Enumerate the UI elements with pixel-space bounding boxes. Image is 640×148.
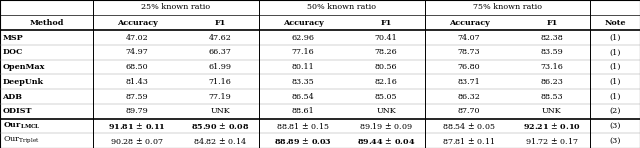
Text: Our$_{\mathregular{LMCL}}$: Our$_{\mathregular{LMCL}}$ [3,121,40,131]
Text: Accuracy: Accuracy [449,18,490,27]
Text: Method: Method [29,18,63,27]
Text: 88.81 $\pm$ 0.15: 88.81 $\pm$ 0.15 [276,121,330,131]
Text: (1): (1) [609,34,621,42]
Text: ODIST: ODIST [3,107,32,115]
Text: 25% known ratio: 25% known ratio [141,3,211,11]
Text: 73.16: 73.16 [541,63,563,71]
Text: OpenMax: OpenMax [3,63,45,71]
Text: 71.16: 71.16 [209,78,232,86]
Text: 83.59: 83.59 [541,48,563,56]
Text: UNK: UNK [542,107,562,115]
Text: 76.80: 76.80 [458,63,480,71]
Text: F1: F1 [380,18,392,27]
Text: 86.32: 86.32 [458,92,481,100]
Text: ADB: ADB [3,92,22,100]
Text: Note: Note [605,18,626,27]
Text: 50% known ratio: 50% known ratio [307,3,376,11]
Text: 87.59: 87.59 [126,92,148,100]
Text: 80.56: 80.56 [375,63,397,71]
Text: 86.23: 86.23 [541,78,563,86]
Text: 82.38: 82.38 [541,34,563,42]
Text: 47.62: 47.62 [209,34,232,42]
Text: 88.61: 88.61 [292,107,314,115]
Text: F1: F1 [547,18,557,27]
Text: 88.54 $\pm$ 0.05: 88.54 $\pm$ 0.05 [442,121,496,131]
Text: 77.16: 77.16 [292,48,314,56]
Text: Accuracy: Accuracy [117,18,157,27]
Text: 75% known ratio: 75% known ratio [473,3,542,11]
Text: 85.05: 85.05 [375,92,397,100]
Text: DOC: DOC [3,48,23,56]
Text: 89.44 $\pm$ 0.04: 89.44 $\pm$ 0.04 [356,136,415,146]
Text: 66.37: 66.37 [209,48,232,56]
Text: 77.19: 77.19 [209,92,232,100]
Text: 81.43: 81.43 [126,78,148,86]
Text: 68.50: 68.50 [126,63,148,71]
Text: 47.02: 47.02 [126,34,148,42]
Text: 88.89 $\pm$ 0.03: 88.89 $\pm$ 0.03 [274,136,332,146]
Text: (1): (1) [609,48,621,56]
Text: 90.28 $\pm$ 0.07: 90.28 $\pm$ 0.07 [110,136,164,146]
Text: 92.21 $\pm$ 0.10: 92.21 $\pm$ 0.10 [523,121,581,131]
Text: 83.35: 83.35 [292,78,314,86]
Text: 91.72 $\pm$ 0.17: 91.72 $\pm$ 0.17 [525,136,579,146]
Text: 84.82 $\pm$ 0.14: 84.82 $\pm$ 0.14 [193,136,247,146]
Text: 87.70: 87.70 [458,107,480,115]
Text: 91.81 $\pm$ 0.11: 91.81 $\pm$ 0.11 [108,121,166,131]
Text: 78.73: 78.73 [458,48,480,56]
Text: 78.26: 78.26 [374,48,397,56]
Text: 86.54: 86.54 [292,92,314,100]
Text: 61.99: 61.99 [209,63,232,71]
Text: 89.79: 89.79 [126,107,148,115]
Text: (1): (1) [609,92,621,100]
Text: (3): (3) [609,122,621,130]
Text: 70.41: 70.41 [374,34,397,42]
Text: F1: F1 [214,18,226,27]
Text: Our$_{\mathregular{Triplet}}$: Our$_{\mathregular{Triplet}}$ [3,135,39,146]
Text: 89.19 $\pm$ 0.09: 89.19 $\pm$ 0.09 [359,121,413,131]
Text: UNK: UNK [211,107,230,115]
Text: MSP: MSP [3,34,23,42]
Text: 83.71: 83.71 [458,78,481,86]
Text: 88.53: 88.53 [541,92,563,100]
Text: 85.90 $\pm$ 0.08: 85.90 $\pm$ 0.08 [191,121,250,131]
Text: DeepUnk: DeepUnk [3,78,44,86]
Text: 74.07: 74.07 [458,34,480,42]
Text: (3): (3) [609,137,621,145]
Text: 74.97: 74.97 [126,48,148,56]
Text: 82.16: 82.16 [374,78,397,86]
Text: 87.81 $\pm$ 0.11: 87.81 $\pm$ 0.11 [442,136,495,146]
Text: (1): (1) [609,63,621,71]
Text: 80.11: 80.11 [292,63,314,71]
Text: Accuracy: Accuracy [283,18,323,27]
Text: 62.96: 62.96 [292,34,315,42]
Text: (2): (2) [609,107,621,115]
Text: (1): (1) [609,78,621,86]
Text: UNK: UNK [376,107,396,115]
